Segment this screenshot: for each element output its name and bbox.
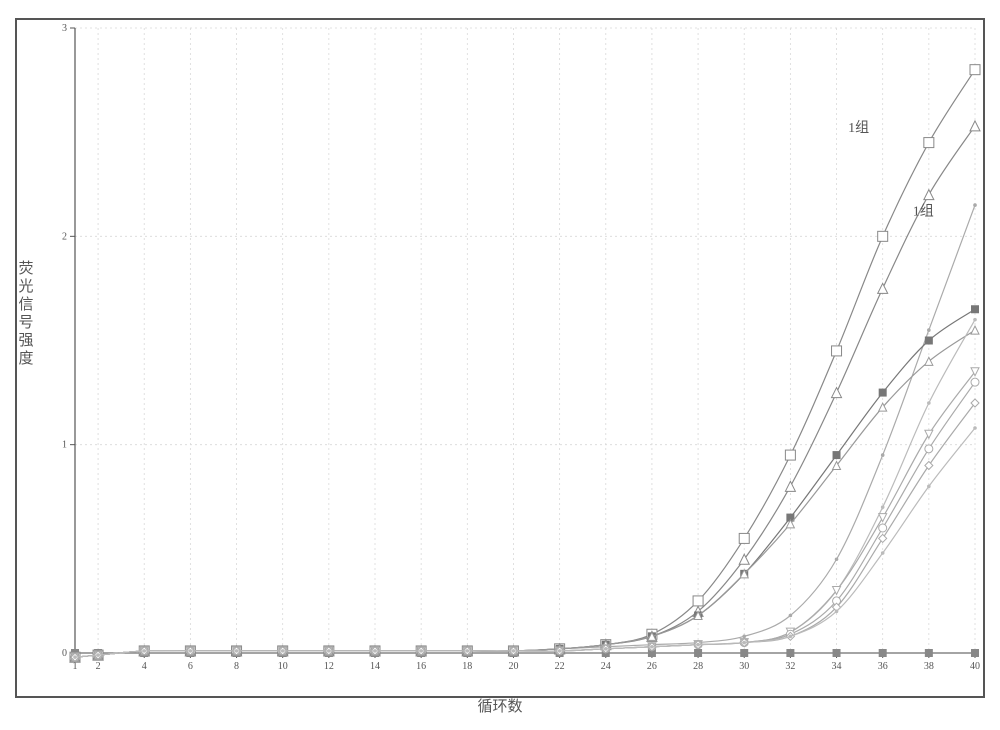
svg-text:1: 1 <box>62 440 67 451</box>
chart-svg: 1246810121416182022242628303234363840012… <box>15 18 985 698</box>
chart-container: 荧光信号强度 124681012141618202224262830323436… <box>0 0 1000 730</box>
svg-text:20: 20 <box>508 661 518 672</box>
svg-text:36: 36 <box>878 661 888 672</box>
svg-text:34: 34 <box>832 661 842 672</box>
svg-text:22: 22 <box>555 661 565 672</box>
svg-text:26: 26 <box>647 661 657 672</box>
svg-text:16: 16 <box>416 661 426 672</box>
svg-text:28: 28 <box>693 661 703 672</box>
svg-text:18: 18 <box>462 661 472 672</box>
svg-text:38: 38 <box>924 661 934 672</box>
svg-text:12: 12 <box>324 661 334 672</box>
svg-text:10: 10 <box>278 661 288 672</box>
svg-text:1组: 1组 <box>913 204 934 220</box>
svg-text:24: 24 <box>601 661 611 672</box>
svg-text:30: 30 <box>739 661 749 672</box>
svg-text:2: 2 <box>96 661 101 672</box>
svg-text:3: 3 <box>62 23 67 34</box>
svg-text:2: 2 <box>62 231 67 242</box>
svg-text:32: 32 <box>785 661 795 672</box>
svg-text:4: 4 <box>142 661 147 672</box>
svg-text:6: 6 <box>188 661 193 672</box>
svg-text:40: 40 <box>970 661 980 672</box>
svg-text:0: 0 <box>62 648 67 659</box>
svg-text:8: 8 <box>234 661 239 672</box>
svg-text:14: 14 <box>370 661 380 672</box>
x-axis-label: 循环数 <box>0 695 1000 716</box>
svg-text:1组: 1组 <box>848 120 869 136</box>
